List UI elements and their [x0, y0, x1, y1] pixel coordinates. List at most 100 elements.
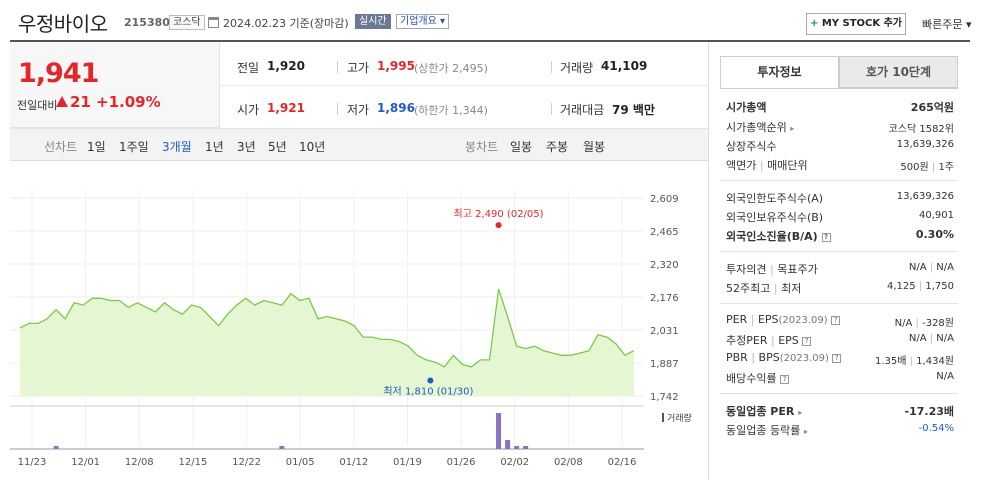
- add-mystock-button[interactable]: + MY STOCK 추가: [806, 13, 906, 35]
- pbr-label: PBR: [726, 351, 748, 364]
- volume-bar: [53, 446, 59, 449]
- divider: [551, 103, 552, 115]
- tab-invest-info[interactable]: 투자정보: [720, 56, 839, 88]
- foreign-hold-label: 외국인보유주식수(B): [726, 211, 824, 224]
- tab-5y[interactable]: 5년: [268, 140, 287, 154]
- quick-order-button[interactable]: 빠른주문 ▾: [922, 18, 972, 31]
- price-chart[interactable]: 2,609 2,465 2,320 2,176 2,031 1,887 1,742 11/2…: [10, 161, 708, 480]
- sector-per-label[interactable]: 동일업종 PER ▸: [726, 403, 802, 419]
- pipe-separator: |: [909, 356, 913, 367]
- high-value: 1,995: [377, 59, 415, 73]
- upper-limit: (상한가 2,495): [414, 62, 488, 75]
- max-annotation: 최고 2,490 (02/05): [454, 208, 544, 220]
- sector-per-value: -17.23배: [904, 405, 954, 418]
- tab-3m[interactable]: 3개월: [162, 140, 192, 154]
- market-cap-rank-label[interactable]: 시가총액순위 ▸: [726, 119, 794, 135]
- tab-1w[interactable]: 1주일: [119, 140, 149, 154]
- unit-label: 매매단위: [767, 159, 808, 172]
- par-label: 액면가: [726, 159, 757, 172]
- x-tick-label: 02/02: [500, 457, 529, 468]
- base-date: 2024.02.23 기준(장마감): [223, 15, 349, 31]
- pipe-separator: |: [770, 334, 775, 347]
- par-unit-value: 500원 | 1주: [840, 158, 954, 173]
- y-tick-label: 1,742: [650, 392, 679, 403]
- pipe-separator: |: [750, 313, 755, 326]
- volume-bar: [523, 446, 529, 449]
- realtime-button[interactable]: 실시간: [355, 14, 391, 29]
- par-unit-label: 액면가 | 매매단위: [726, 157, 808, 173]
- week52-low-value: 1,750: [925, 281, 954, 292]
- add-mystock-label: MY STOCK 추가: [821, 18, 903, 29]
- x-tick-label: 01/05: [286, 457, 315, 468]
- base-date-note: 기준(장마감): [289, 17, 349, 30]
- x-tick-label: 12/08: [125, 457, 154, 468]
- tab-10y[interactable]: 10년: [299, 140, 326, 154]
- prev-close-value: 1,920: [267, 59, 305, 73]
- min-annotation: 최저 1,810 (01/30): [383, 385, 473, 397]
- tab-daily[interactable]: 일봉: [510, 140, 533, 154]
- opinion-target-label: 투자의견 | 목표주가: [726, 261, 818, 277]
- open-label: 시가: [237, 103, 260, 117]
- y-tick-label: 2,320: [650, 260, 679, 271]
- est-per-label: 추정PER: [726, 334, 768, 347]
- base-date-value: 2024.02.23: [223, 17, 286, 30]
- eps-value: -328원: [922, 318, 954, 329]
- sector-change-label[interactable]: 동일업종 등락률 ▸: [726, 422, 808, 438]
- help-icon[interactable]: ?: [832, 353, 842, 363]
- header-divider: [10, 40, 970, 42]
- week52-value: 4,125 | 1,750: [840, 281, 954, 292]
- help-icon[interactable]: ?: [780, 374, 790, 384]
- x-tick-label: 12/01: [71, 457, 100, 468]
- market-cap-rank-text: 시가총액순위: [726, 121, 787, 134]
- tab-monthly[interactable]: 월봉: [583, 140, 606, 154]
- divider: [720, 393, 958, 394]
- volume-bar: [505, 440, 511, 449]
- divider: [10, 128, 708, 129]
- volume-bar: [496, 413, 502, 449]
- company-info-dropdown[interactable]: 기업개요 ▾: [396, 14, 449, 29]
- y-tick-label: 2,176: [650, 293, 679, 304]
- invest-info-panel: [720, 88, 958, 446]
- x-tick-label: 02/16: [608, 457, 637, 468]
- foreign-ratio-value: 0.30%: [915, 228, 954, 241]
- volume-label: 거래량: [560, 61, 594, 75]
- sector-per-text: 동일업종 PER: [726, 405, 795, 418]
- market-badge: 코스닥: [169, 15, 205, 30]
- x-tick-label: 01/26: [447, 457, 476, 468]
- dividend-value: N/A: [936, 371, 954, 382]
- pbr-value: 1.35배: [874, 356, 907, 367]
- divider: [720, 303, 958, 304]
- per-eps-value: N/A | -328원: [840, 314, 954, 329]
- dividend-label-text: 배당수익률: [726, 372, 777, 385]
- tab-1y[interactable]: 1년: [205, 140, 224, 154]
- pbr-bps-value: 1.35배 | 1,434원: [840, 352, 954, 367]
- tab-weekly[interactable]: 주봉: [546, 140, 569, 154]
- x-tick-label: 02/08: [554, 457, 583, 468]
- y-tick-label: 2,609: [650, 194, 679, 205]
- volume-legend-label: 거래량: [667, 412, 692, 424]
- tab-3y[interactable]: 3년: [237, 140, 256, 154]
- divider: [720, 180, 958, 181]
- per-eps-label: PER | EPS(2023.09) ?: [726, 313, 841, 326]
- tab-hoga-10[interactable]: 호가 10단계: [839, 56, 958, 88]
- candle-chart-label: 봉차트: [465, 140, 499, 154]
- low-value: 1,896: [377, 101, 415, 115]
- sector-change-text: 동일업종 등락률: [726, 424, 801, 437]
- help-icon[interactable]: ?: [831, 315, 841, 325]
- pipe-separator: |: [769, 263, 774, 276]
- calendar-icon: [208, 17, 219, 28]
- y-tick-label: 2,031: [650, 326, 679, 337]
- est-per-eps-label: 추정PER | EPS ?: [726, 332, 812, 348]
- help-icon[interactable]: ?: [821, 232, 831, 242]
- listed-shares-value: 13,639,326: [896, 139, 954, 150]
- unit-value: 1주: [938, 162, 954, 173]
- target-label: 목표주가: [777, 263, 818, 276]
- tab-1d[interactable]: 1일: [87, 140, 106, 154]
- divider: [720, 251, 958, 252]
- pipe-separator: |: [929, 333, 934, 344]
- price-line: [19, 288, 635, 368]
- y-tick-label: 2,465: [650, 227, 679, 238]
- prev-close-label: 전일: [237, 61, 260, 75]
- divider: [337, 103, 338, 115]
- help-icon[interactable]: ?: [802, 336, 812, 346]
